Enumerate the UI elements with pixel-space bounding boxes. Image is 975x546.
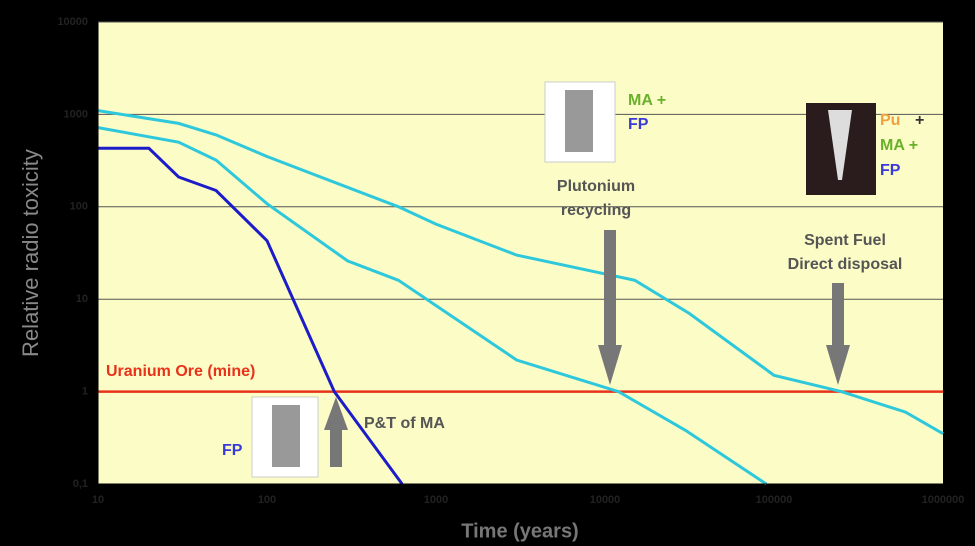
annotation: MA + bbox=[880, 137, 918, 154]
canister bbox=[565, 90, 593, 152]
arrow bbox=[832, 283, 844, 350]
annotation: FP bbox=[628, 116, 649, 133]
annotation: P&T of MA bbox=[364, 415, 445, 432]
y-axis-label: Relative radio toxicity bbox=[18, 149, 43, 357]
canister bbox=[272, 405, 300, 467]
x-tick-label: 100 bbox=[258, 494, 276, 506]
x-tick-label: 10000 bbox=[590, 494, 621, 506]
x-tick-label: 10 bbox=[92, 494, 104, 506]
data-line bbox=[97, 109, 944, 435]
arrow bbox=[604, 230, 616, 350]
annotation: MA + bbox=[628, 92, 666, 109]
annotation: FP bbox=[222, 442, 243, 459]
y-tick-label: 1 bbox=[82, 386, 88, 398]
annotation: Plutonium bbox=[557, 178, 635, 195]
arrow-head bbox=[324, 397, 348, 430]
x-tick-label: 1000000 bbox=[922, 494, 965, 506]
annotation: FP bbox=[880, 162, 901, 179]
x-tick-label: 100000 bbox=[756, 494, 793, 506]
arrow-head bbox=[598, 345, 622, 385]
y-tick-label: 1000 bbox=[64, 108, 88, 120]
y-tick-label: 100 bbox=[70, 201, 88, 213]
data-line bbox=[98, 146, 404, 485]
x-axis-label: Time (years) bbox=[461, 520, 578, 542]
y-tick-label: 0,1 bbox=[73, 478, 88, 490]
arrows bbox=[324, 230, 850, 467]
annotation: + bbox=[915, 112, 924, 129]
data-line bbox=[97, 126, 768, 486]
arrow-head bbox=[826, 345, 850, 385]
reference-label: Uranium Ore (mine) bbox=[106, 363, 255, 380]
y-tick-label: 10 bbox=[76, 293, 88, 305]
arrow bbox=[330, 425, 342, 467]
annotation: recycling bbox=[561, 202, 631, 219]
annotation: Pu bbox=[880, 112, 900, 129]
plot-area bbox=[98, 22, 943, 484]
y-tick-label: 10000 bbox=[57, 16, 88, 28]
glass bbox=[828, 110, 852, 180]
annotation: Direct disposal bbox=[788, 256, 903, 273]
annotation: Spent Fuel bbox=[804, 232, 886, 249]
x-tick-label: 1000 bbox=[424, 494, 448, 506]
